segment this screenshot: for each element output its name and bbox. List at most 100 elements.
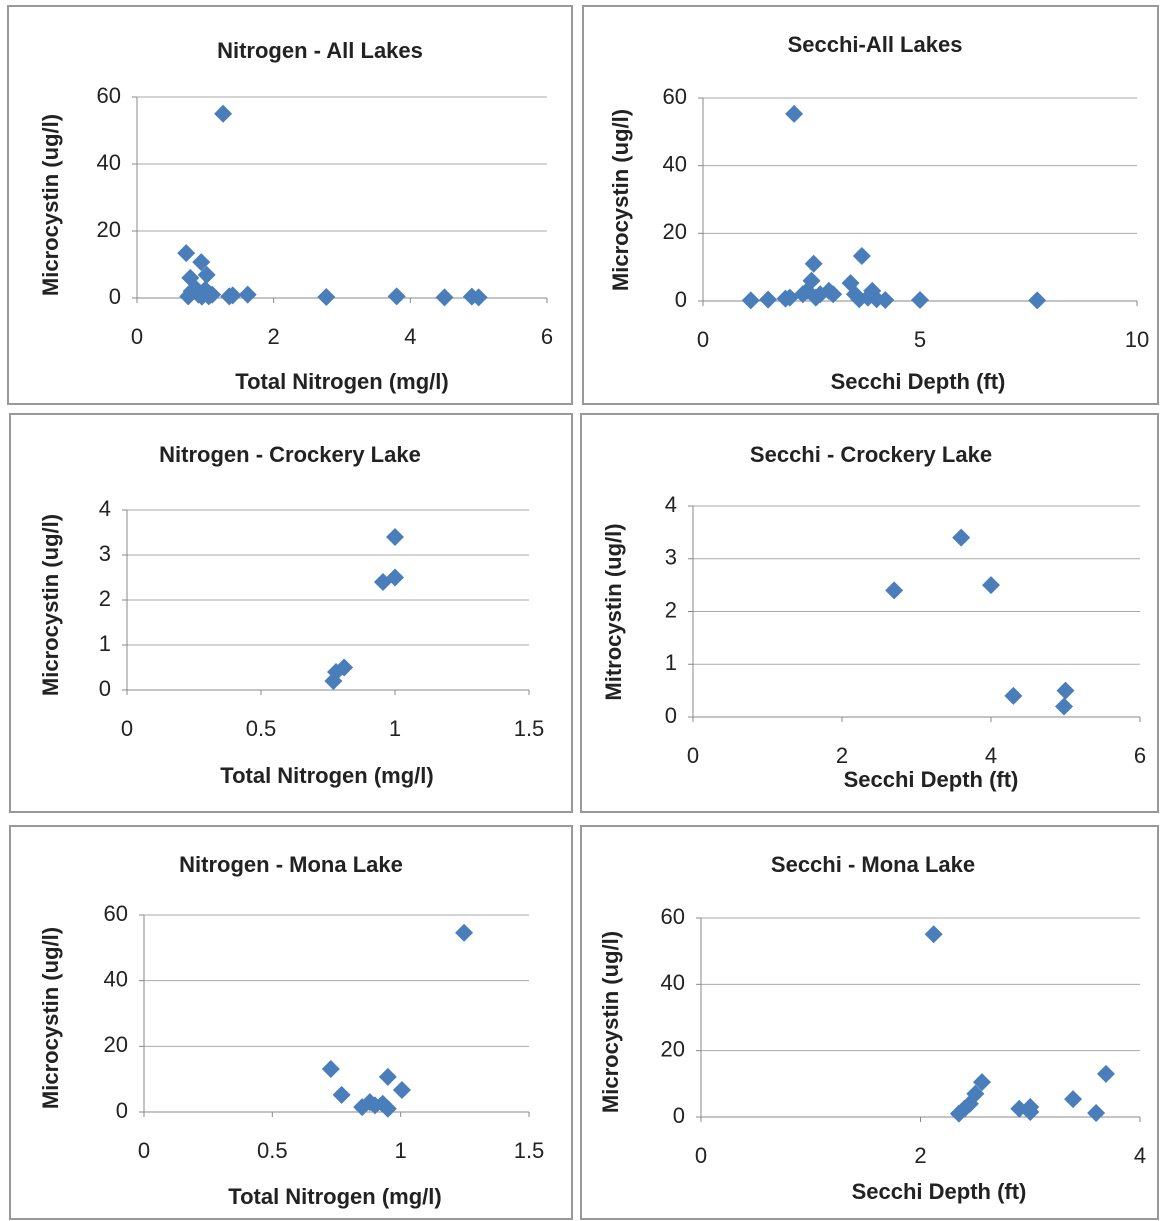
y-tick-label: 40: [661, 970, 685, 995]
point: [1064, 1090, 1083, 1109]
y-axis-label: Microcystin (ug/l): [38, 114, 63, 296]
chart-title: Nitrogen - All Lakes: [217, 38, 423, 63]
panel-border: [7, 5, 573, 405]
y-tick-label: 4: [665, 492, 677, 517]
point: [317, 287, 336, 306]
y-tick-label: 20: [661, 1036, 685, 1061]
point: [223, 286, 242, 305]
x-tick-label: 0.5: [257, 1138, 288, 1163]
x-tick-label: 1: [395, 1138, 407, 1163]
point: [321, 1059, 340, 1078]
chart-title: Secchi - Crockery Lake: [750, 442, 992, 467]
point: [885, 581, 904, 600]
point: [192, 253, 211, 272]
x-tick-label: 2: [836, 743, 848, 768]
y-tick-label: 40: [104, 966, 128, 991]
point: [824, 285, 843, 304]
x-tick-label: 2: [914, 1143, 926, 1168]
panel-border: [9, 413, 573, 813]
point: [759, 290, 778, 309]
point: [949, 1104, 968, 1123]
chart-title: Secchi - Mona Lake: [771, 852, 975, 877]
panel-border: [582, 5, 1159, 405]
x-tick-label: 0.5: [246, 716, 277, 741]
x-tick-label: 6: [541, 324, 553, 349]
point: [1096, 1064, 1115, 1083]
x-tick-label: 1: [389, 716, 401, 741]
point: [378, 1067, 397, 1086]
y-tick-label: 40: [97, 150, 121, 175]
y-tick-label: 0: [665, 703, 677, 728]
y-tick-label: 1: [99, 631, 111, 656]
y-tick-label: 60: [661, 904, 685, 929]
point: [435, 288, 454, 307]
y-axis-label: Microcystin (ug/l): [38, 514, 63, 696]
point: [911, 290, 929, 309]
chart-panel: 0 20 40 60 0 0.5 1 1.5 Nitrogen - Mona Lake Total…: [9, 825, 573, 1220]
point: [197, 265, 216, 284]
point: [214, 104, 233, 123]
point: [1056, 681, 1075, 700]
point: [924, 925, 943, 944]
point: [972, 1073, 991, 1092]
point: [324, 672, 343, 690]
chart-panel: 0 20 40 60 0 2 4 Secchi - Mona Lake Secchi Depth…: [580, 825, 1159, 1220]
point: [741, 291, 760, 310]
x-axis-label: Secchi Depth (ft): [852, 1179, 1027, 1204]
x-tick-label: 0: [687, 743, 699, 768]
y-tick-label: 20: [97, 217, 121, 242]
y-axis-label: Microcystin (ug/l): [38, 927, 63, 1109]
x-tick-label: 0: [131, 324, 143, 349]
point: [804, 254, 823, 273]
y-axis-label: Mitrocystin (ug/l): [601, 523, 626, 700]
point: [469, 288, 488, 307]
chart-panel: 0 20 40 60 0 5 10 Secchi-All Lakes Secchi Depth …: [582, 5, 1159, 405]
point: [238, 285, 257, 304]
point: [952, 528, 971, 547]
chart-panel: 0 1 2 3 4 0 2 4 6 Secchi - Crockery Lake Secchi De…: [580, 413, 1159, 813]
point: [876, 290, 895, 309]
chart-panel: 0 20 40 60 0 2 4 6 Nitrogen - All Lakes Total Nit…: [7, 5, 573, 405]
x-axis-label: Total Nitrogen (mg/l): [235, 369, 448, 394]
x-tick-label: 2: [268, 324, 280, 349]
point: [1028, 291, 1047, 310]
point: [785, 104, 804, 123]
point: [852, 247, 871, 266]
chart-panel: 0 1 2 3 4 0 0.5 1 1.5 Nitrogen - Crockery Lake Tot…: [9, 413, 573, 813]
x-tick-label: 10: [1125, 327, 1149, 352]
chart-title: Secchi-All Lakes: [788, 32, 963, 57]
point: [455, 923, 474, 942]
point: [982, 576, 1000, 595]
y-tick-label: 2: [99, 586, 111, 611]
y-tick-label: 0: [109, 284, 121, 309]
point: [387, 287, 406, 306]
point: [780, 288, 799, 307]
x-axis-label: Secchi Depth (ft): [831, 369, 1006, 394]
y-tick-label: 3: [99, 541, 111, 566]
point: [1004, 686, 1023, 705]
y-tick-label: 0: [99, 676, 111, 701]
y-tick-label: 0: [673, 1103, 685, 1128]
point: [1021, 1103, 1040, 1122]
x-tick-label: 4: [404, 324, 416, 349]
y-tick-label: 60: [663, 84, 687, 109]
y-axis-label: Microcystin (ug/l): [608, 109, 633, 291]
point: [802, 271, 821, 290]
y-tick-label: 4: [99, 496, 111, 521]
point: [392, 1081, 411, 1100]
x-tick-label: 6: [1134, 743, 1146, 768]
point: [378, 1099, 397, 1118]
y-tick-label: 40: [663, 151, 687, 176]
y-tick-label: 0: [675, 287, 687, 312]
y-tick-label: 3: [665, 545, 677, 570]
point: [203, 285, 222, 304]
x-axis-label: Secchi Depth (ft): [844, 767, 1019, 792]
y-tick-label: 2: [665, 597, 677, 622]
y-tick-label: 1: [665, 650, 677, 675]
point: [1087, 1104, 1106, 1123]
panel-border: [580, 413, 1159, 813]
x-tick-label: 0: [121, 716, 133, 741]
x-axis-label: Total Nitrogen (mg/l): [228, 1184, 441, 1209]
y-tick-label: 60: [104, 901, 128, 926]
